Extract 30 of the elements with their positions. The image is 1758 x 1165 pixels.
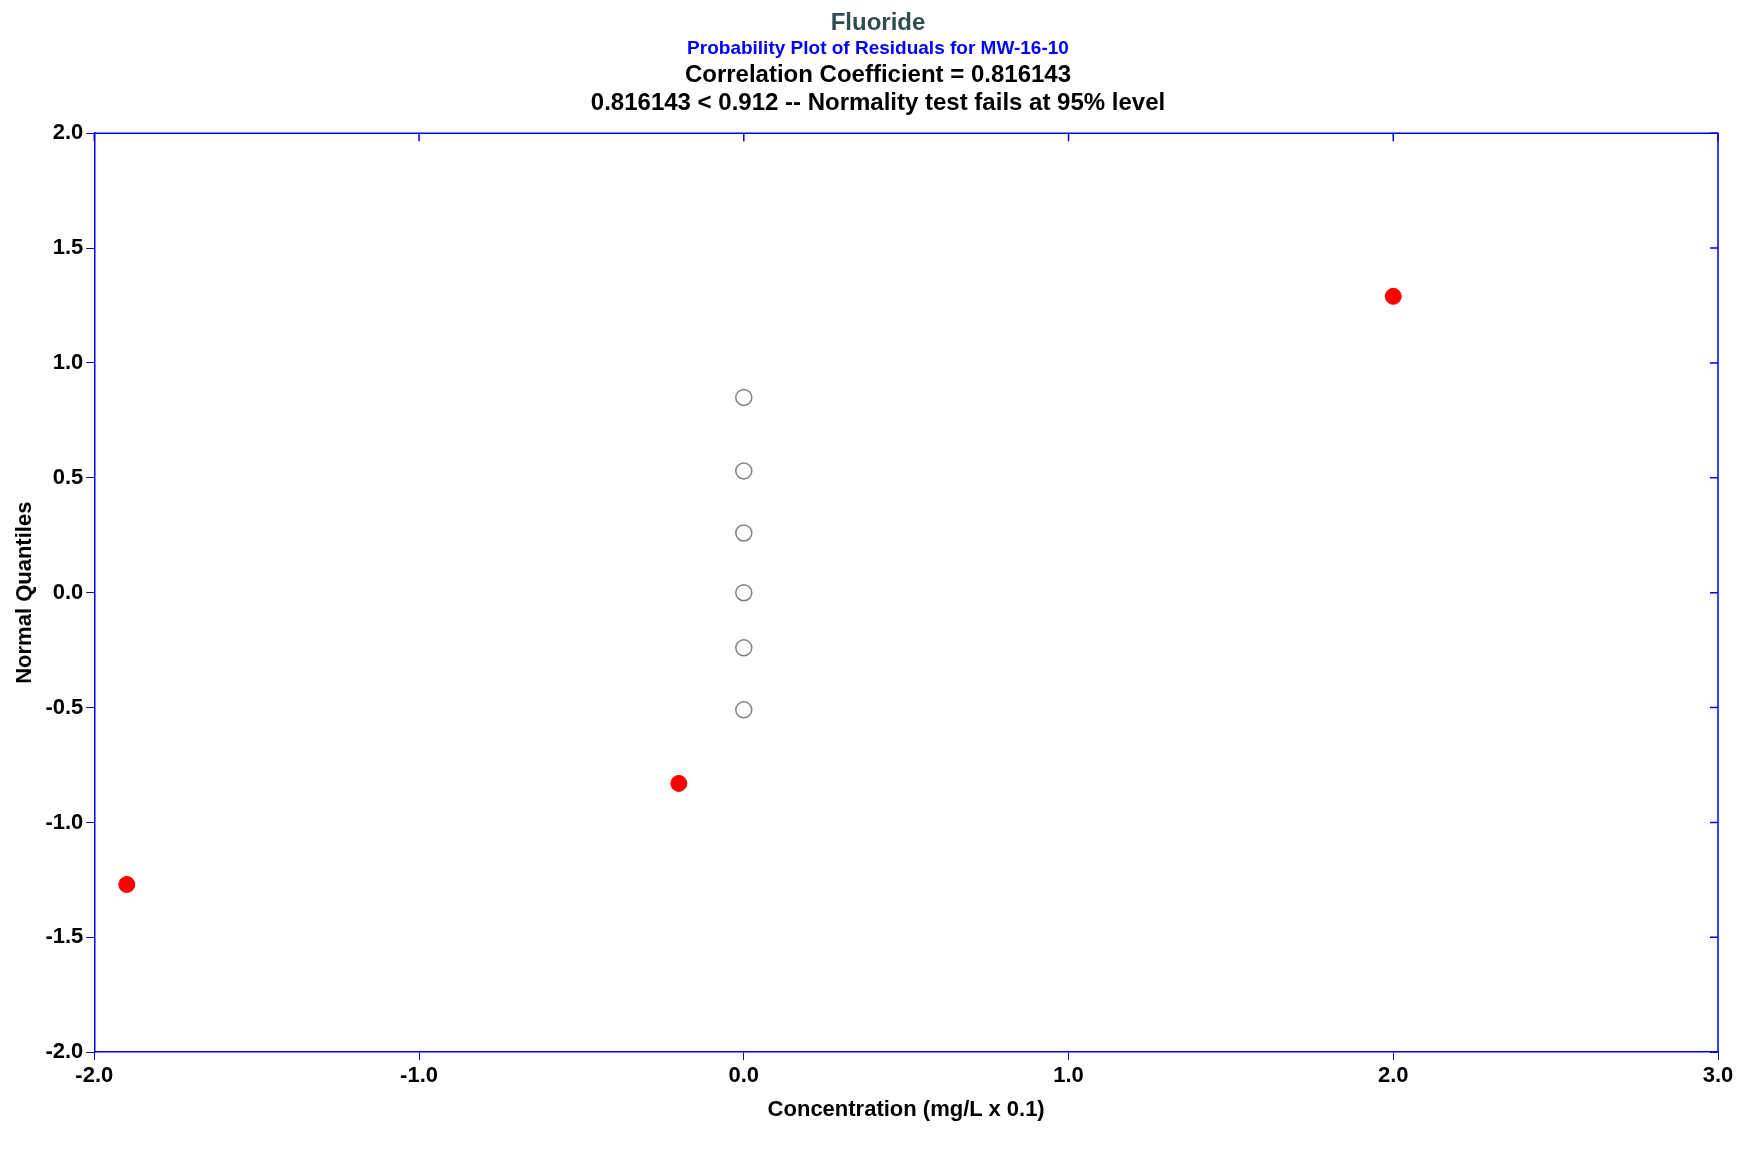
chart-subtitle: Probability Plot of Residuals for MW-16-10 bbox=[686, 36, 1070, 60]
point bbox=[735, 388, 753, 407]
point bbox=[735, 462, 753, 480]
y-tick-label: -0.5 bbox=[45, 693, 84, 719]
y-tick-label: -1.5 bbox=[45, 923, 84, 949]
y-axis-title: Normal Quantiles bbox=[11, 501, 37, 684]
x-tick-label: 1.0 bbox=[1053, 1062, 1084, 1088]
point bbox=[118, 876, 136, 894]
y-tick-label: 2.0 bbox=[52, 119, 84, 145]
text: 0.816143 < 0.912 -- Normality test fails at 95% level bbox=[589, 88, 1167, 118]
y-tick-label: 1.0 bbox=[52, 349, 84, 375]
point bbox=[670, 775, 688, 793]
point bbox=[735, 701, 753, 719]
y-tick-label: 1.5 bbox=[52, 234, 84, 260]
point bbox=[735, 524, 753, 542]
x-tick-label: 2.0 bbox=[1377, 1062, 1409, 1088]
point bbox=[735, 639, 753, 657]
y-tick-label: 0.0 bbox=[52, 578, 84, 604]
y-tick-label: -1.0 bbox=[45, 808, 84, 834]
y-tick-label: 0.5 bbox=[52, 464, 84, 490]
point bbox=[1384, 288, 1402, 306]
text: Correlation Coefficient = 0.816143 bbox=[683, 59, 1073, 89]
x-axis-title: Concentration (mg/L x 0.1) bbox=[767, 1096, 1045, 1122]
x-tick-label: -2.0 bbox=[75, 1062, 114, 1088]
x-tick-label: 0.0 bbox=[728, 1062, 760, 1088]
chart-title: Fluoride bbox=[829, 8, 927, 37]
x-tick-label: 3.0 bbox=[1702, 1062, 1734, 1088]
point bbox=[735, 584, 753, 602]
y-tick-label: -2.0 bbox=[45, 1038, 84, 1064]
x-tick-label: -1.0 bbox=[400, 1062, 439, 1088]
